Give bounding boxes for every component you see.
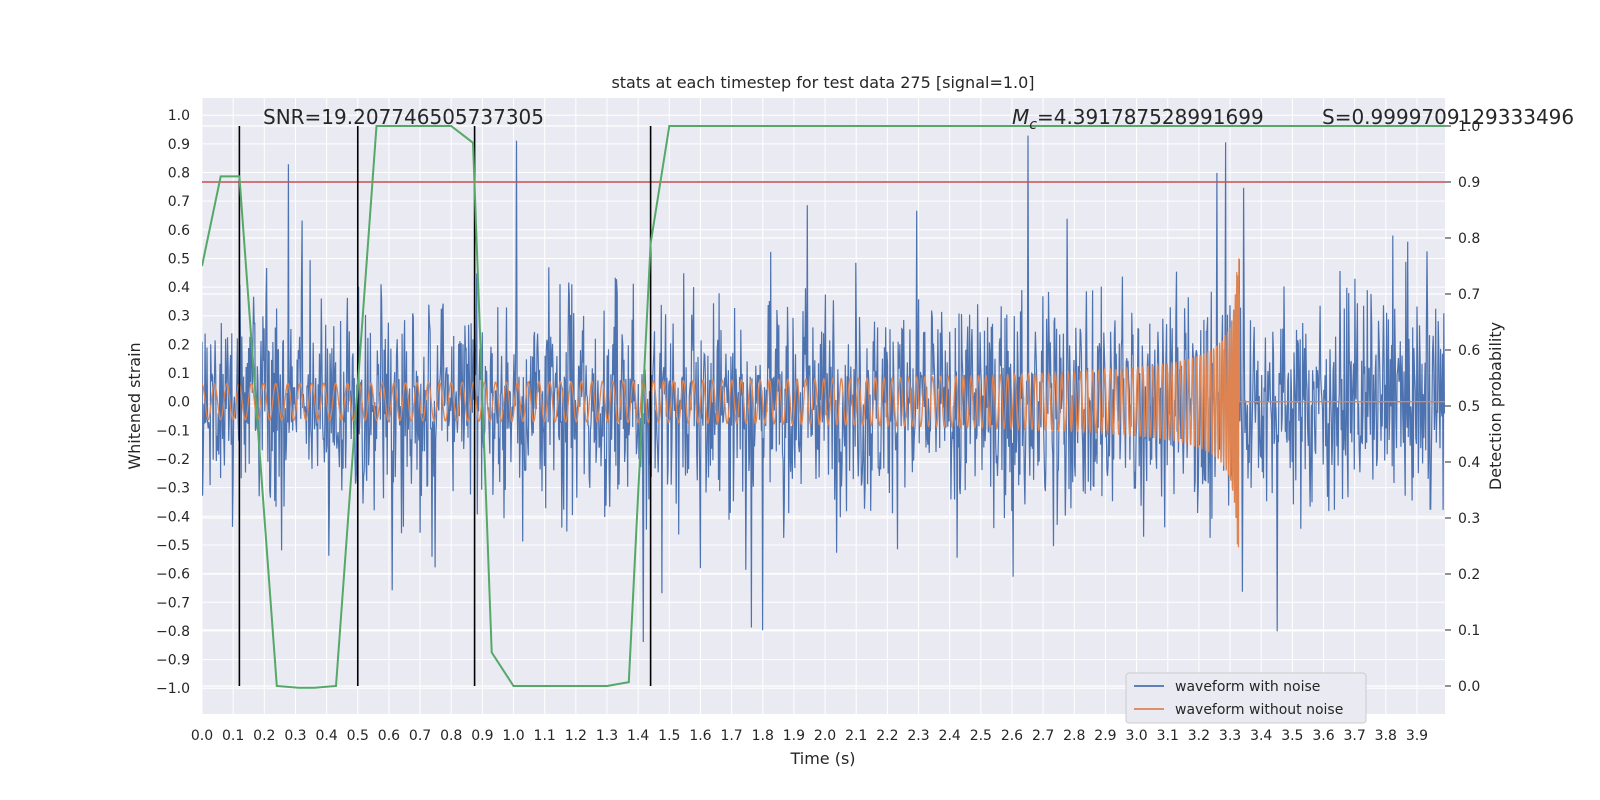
y-axis-label: Whitened strain (125, 342, 144, 469)
y-tick-label: 0.4 (168, 280, 190, 296)
x-tick-label: 3.3 (1219, 728, 1241, 744)
x-tick-label: 1.7 (720, 728, 742, 744)
y-right-tick-label: 1.0 (1458, 119, 1480, 135)
y-tick-label: 1.0 (168, 108, 190, 124)
y-tick-label: 0.3 (168, 309, 190, 325)
x-tick-label: 3.1 (1157, 728, 1179, 744)
y-right-tick-label: 0.4 (1458, 455, 1480, 471)
x-tick-label: 2.4 (939, 728, 961, 744)
x-tick-label: 1.6 (689, 728, 711, 744)
x-tick-label: 2.1 (845, 728, 867, 744)
y-right-axis-label: Detection probability (1486, 322, 1505, 490)
x-tick-label: 0.2 (253, 728, 275, 744)
x-tick-label: 3.2 (1188, 728, 1210, 744)
y-right-tick-label: 0.6 (1458, 343, 1480, 359)
y-right-tick-label: 0.0 (1458, 679, 1480, 695)
x-tick-label: 0.9 (471, 728, 493, 744)
y-right-axis-ticks: 0.0 0.1 0.2 0.3 0.4 0.5 0.6 0.7 0.8 0.9 1.0 (1445, 119, 1480, 695)
x-tick-label: 2.2 (876, 728, 898, 744)
y-tick-label: 0.8 (168, 165, 190, 181)
x-tick-label: 1.5 (658, 728, 680, 744)
x-tick-label: 2.7 (1032, 728, 1054, 744)
legend-label-waveform-without-noise: waveform without noise (1175, 702, 1343, 718)
annotation-mc-symbol: M (1012, 105, 1029, 129)
x-tick-label: 3.8 (1375, 728, 1397, 744)
y-tick-label: −0.1 (156, 423, 190, 439)
y-tick-label: −0.8 (156, 624, 190, 640)
y-tick-label: −0.9 (156, 653, 190, 669)
y-tick-label: 0.6 (168, 223, 190, 239)
vertical-markers (238, 126, 652, 686)
annotation-chirp-mass: Mc=4.391787528991699 (1012, 105, 1264, 133)
y-tick-label: 0.1 (168, 366, 190, 382)
y-tick-label: 0.7 (168, 194, 190, 210)
x-tick-label: 1.4 (627, 728, 649, 744)
x-tick-label: 2.5 (970, 728, 992, 744)
legend: waveform with noise waveform without noi… (1125, 672, 1367, 724)
x-tick-label: 1.9 (783, 728, 805, 744)
y-axis-ticks: −1.0 −0.9 −0.8 −0.7 −0.6 −0.5 −0.4 −0.3 −0.2 −0.1… (156, 108, 190, 697)
y-tick-label: −0.4 (156, 509, 190, 525)
y-tick-label: −0.7 (156, 595, 190, 611)
x-tick-label: 0.8 (440, 728, 462, 744)
x-tick-label: 2.0 (814, 728, 836, 744)
y-tick-label: 0.2 (168, 337, 190, 353)
x-tick-label: 0.7 (409, 728, 431, 744)
annotation-mc-subscript: c (1029, 117, 1037, 133)
x-tick-label: 2.9 (1094, 728, 1116, 744)
series-waveform-without-noise (202, 258, 1445, 548)
annotation-s: S=0.9999709129333496 (1322, 105, 1574, 129)
x-tick-label: 2.3 (907, 728, 929, 744)
x-tick-label: 0.3 (284, 728, 306, 744)
x-axis-label: Time (s) (789, 749, 855, 768)
y-right-tick-label: 0.5 (1458, 399, 1480, 415)
x-tick-label: 3.0 (1125, 728, 1147, 744)
x-tick-label: 2.6 (1001, 728, 1023, 744)
legend-box (1125, 672, 1367, 724)
y-tick-label: −1.0 (156, 681, 190, 697)
x-tick-label: 1.2 (565, 728, 587, 744)
y-right-tick-label: 0.2 (1458, 567, 1480, 583)
y-tick-label: 0.5 (168, 251, 190, 267)
x-tick-label: 3.4 (1250, 728, 1272, 744)
x-tick-label: 0.1 (222, 728, 244, 744)
y-tick-label: 0.0 (168, 395, 190, 411)
y-right-tick-label: 0.9 (1458, 175, 1480, 191)
x-tick-label: 3.6 (1312, 728, 1334, 744)
y-tick-label: 0.9 (168, 137, 190, 153)
y-tick-label: −0.3 (156, 481, 190, 497)
y-tick-label: −0.6 (156, 567, 190, 583)
x-axis-ticks: 0.0 0.1 0.2 0.3 0.4 0.5 0.6 0.7 0.8 0.9 1.0 1.1 1.2 1… (191, 728, 1428, 744)
x-tick-label: 3.5 (1281, 728, 1303, 744)
annotation-mc-value: =4.391787528991699 (1037, 105, 1264, 129)
legend-label-waveform-with-noise: waveform with noise (1175, 679, 1320, 695)
x-tick-label: 0.5 (347, 728, 369, 744)
y-right-tick-label: 0.7 (1458, 287, 1480, 303)
series-detection-probability (202, 125, 1445, 689)
y-tick-label: −0.5 (156, 538, 190, 554)
chart-title: stats at each timestep for test data 275… (611, 73, 1034, 92)
y-tick-label: −0.2 (156, 452, 190, 468)
x-tick-label: 1.0 (502, 728, 524, 744)
x-tick-label: 1.3 (596, 728, 618, 744)
x-tick-label: 0.6 (378, 728, 400, 744)
x-tick-label: 3.7 (1344, 728, 1366, 744)
x-tick-label: 0.0 (191, 728, 213, 744)
y-right-tick-label: 0.1 (1458, 623, 1480, 639)
x-tick-label: 0.4 (315, 728, 337, 744)
x-tick-label: 1.8 (752, 728, 774, 744)
x-tick-label: 2.8 (1063, 728, 1085, 744)
x-tick-label: 3.9 (1406, 728, 1428, 744)
x-tick-label: 1.1 (534, 728, 556, 744)
y-right-tick-label: 0.8 (1458, 231, 1480, 247)
annotation-snr: SNR=19.207746505737305 (263, 105, 544, 129)
y-right-tick-label: 0.3 (1458, 511, 1480, 527)
